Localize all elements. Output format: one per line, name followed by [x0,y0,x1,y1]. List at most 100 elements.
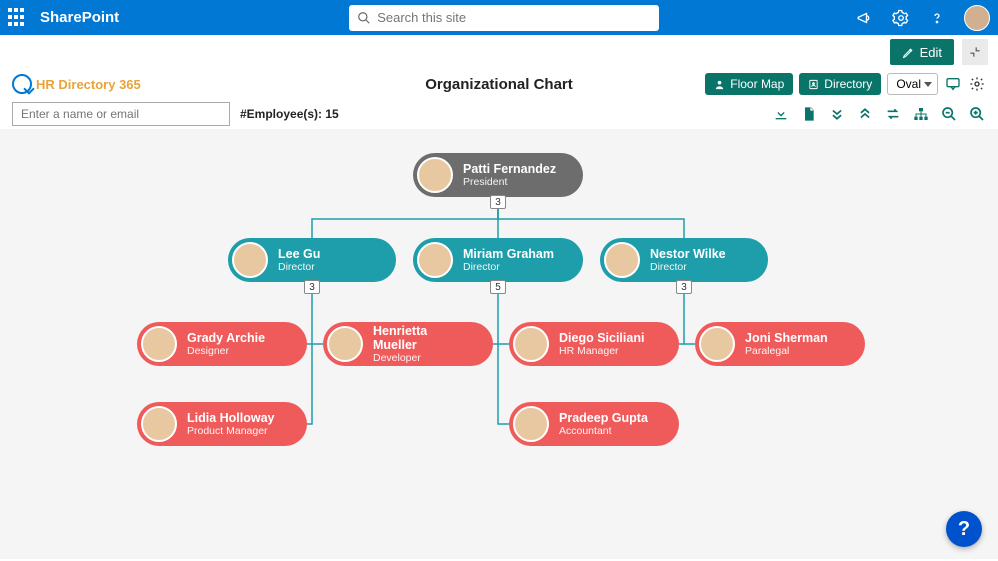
employee-count: #Employee(s): 15 [240,107,339,121]
hierarchy-icon[interactable] [912,105,930,123]
pencil-icon [902,46,915,59]
person-photo [327,326,363,362]
person-role: Designer [187,345,265,357]
org-node[interactable]: Miriam GrahamDirector [413,238,583,282]
floor-map-label: Floor Map [730,77,784,91]
collapse-panel-button[interactable] [962,39,988,65]
child-count-badge: 3 [304,280,320,294]
swap-icon[interactable] [884,105,902,123]
edit-button[interactable]: Edit [890,39,954,65]
product-name: SharePoint [40,9,119,26]
person-text: Patti FernandezPresident [463,162,556,188]
shape-select[interactable]: Oval [887,73,938,95]
person-name: Miriam Graham [463,247,554,261]
child-count-badge: 5 [490,280,506,294]
help-fab-button[interactable]: ? [946,511,982,547]
org-node[interactable]: Henrietta MuellerDeveloper [323,322,493,366]
person-photo [604,242,640,278]
person-text: Lee GuDirector [278,247,320,273]
person-photo [417,157,453,193]
org-node[interactable]: Joni ShermanParalegal [695,322,865,366]
person-text: Pradeep GuptaAccountant [559,411,648,437]
person-name: Henrietta Mueller [373,324,473,353]
person-name: Lee Gu [278,247,320,261]
directory-label: Directory [824,77,872,91]
person-name: Joni Sherman [745,331,828,345]
person-name: Lidia Holloway [187,411,275,425]
person-role: Director [278,261,320,273]
person-text: Joni ShermanParalegal [745,331,828,357]
person-text: Diego SicilianiHR Manager [559,331,644,357]
edit-button-label: Edit [920,45,942,60]
person-text: Lidia HollowayProduct Manager [187,411,275,437]
shape-select-value: Oval [896,77,921,91]
app-launcher-icon[interactable] [8,8,28,28]
org-node[interactable]: Diego SicilianiHR Manager [509,322,679,366]
person-photo [513,326,549,362]
person-role: Director [463,261,554,273]
user-avatar[interactable] [964,5,990,31]
search-icon [357,11,371,25]
help-icon[interactable] [928,9,946,27]
person-photo [141,406,177,442]
export-pdf-icon[interactable] [800,105,818,123]
person-role: HR Manager [559,345,644,357]
person-text: Henrietta MuellerDeveloper [373,324,473,365]
sharepoint-topbar: SharePoint [0,0,998,35]
child-count-badge: 3 [490,195,506,209]
zoom-out-icon[interactable] [940,105,958,123]
person-name: Nestor Wilke [650,247,726,261]
org-node[interactable]: Patti FernandezPresident [413,153,583,197]
floor-map-icon [714,79,725,90]
person-name: Diego Siciliani [559,331,644,345]
site-search-input[interactable] [377,10,651,25]
org-node[interactable]: Nestor WilkeDirector [600,238,768,282]
directory-button[interactable]: Directory [799,73,881,95]
person-name: Pradeep Gupta [559,411,648,425]
org-chart-canvas[interactable]: Patti FernandezPresident3Lee GuDirector3… [0,129,998,559]
download-icon[interactable] [772,105,790,123]
settings-gear-icon[interactable] [892,9,910,27]
feedback-icon[interactable] [944,75,962,93]
person-photo [513,406,549,442]
person-role: Product Manager [187,425,275,437]
page-title: Organizational Chart [425,76,573,93]
org-node[interactable]: Grady ArchieDesigner [137,322,307,366]
person-photo [699,326,735,362]
child-count-badge: 3 [676,280,692,294]
app-name: HR Directory 365 [36,77,141,92]
settings-icon[interactable] [968,75,986,93]
megaphone-icon[interactable] [856,9,874,27]
person-text: Nestor WilkeDirector [650,247,726,273]
org-node[interactable]: Pradeep GuptaAccountant [509,402,679,446]
person-role: Developer [373,352,473,364]
person-name: Patti Fernandez [463,162,556,176]
page-action-bar: Edit [0,35,998,69]
site-search[interactable] [349,5,659,31]
collapse-icon [968,45,982,59]
app-logo[interactable]: HR Directory 365 [12,74,141,94]
app-header: HR Directory 365 Organizational Chart Fl… [0,69,998,99]
person-role: Paralegal [745,345,828,357]
org-node[interactable]: Lee GuDirector [228,238,396,282]
floor-map-button[interactable]: Floor Map [705,73,793,95]
person-photo [232,242,268,278]
person-photo [141,326,177,362]
org-node[interactable]: Lidia HollowayProduct Manager [137,402,307,446]
person-role: Director [650,261,726,273]
person-name: Grady Archie [187,331,265,345]
person-role: President [463,176,556,188]
help-fab-label: ? [958,518,970,541]
zoom-in-icon[interactable] [968,105,986,123]
person-text: Miriam GrahamDirector [463,247,554,273]
person-role: Accountant [559,425,648,437]
app-logo-icon [12,74,32,94]
person-text: Grady ArchieDesigner [187,331,265,357]
name-search-input[interactable] [12,102,230,126]
collapse-up-icon[interactable] [856,105,874,123]
filter-row: #Employee(s): 15 [0,99,998,129]
chart-toolbar [772,105,986,123]
expand-down-icon[interactable] [828,105,846,123]
directory-icon [808,79,819,90]
person-photo [417,242,453,278]
